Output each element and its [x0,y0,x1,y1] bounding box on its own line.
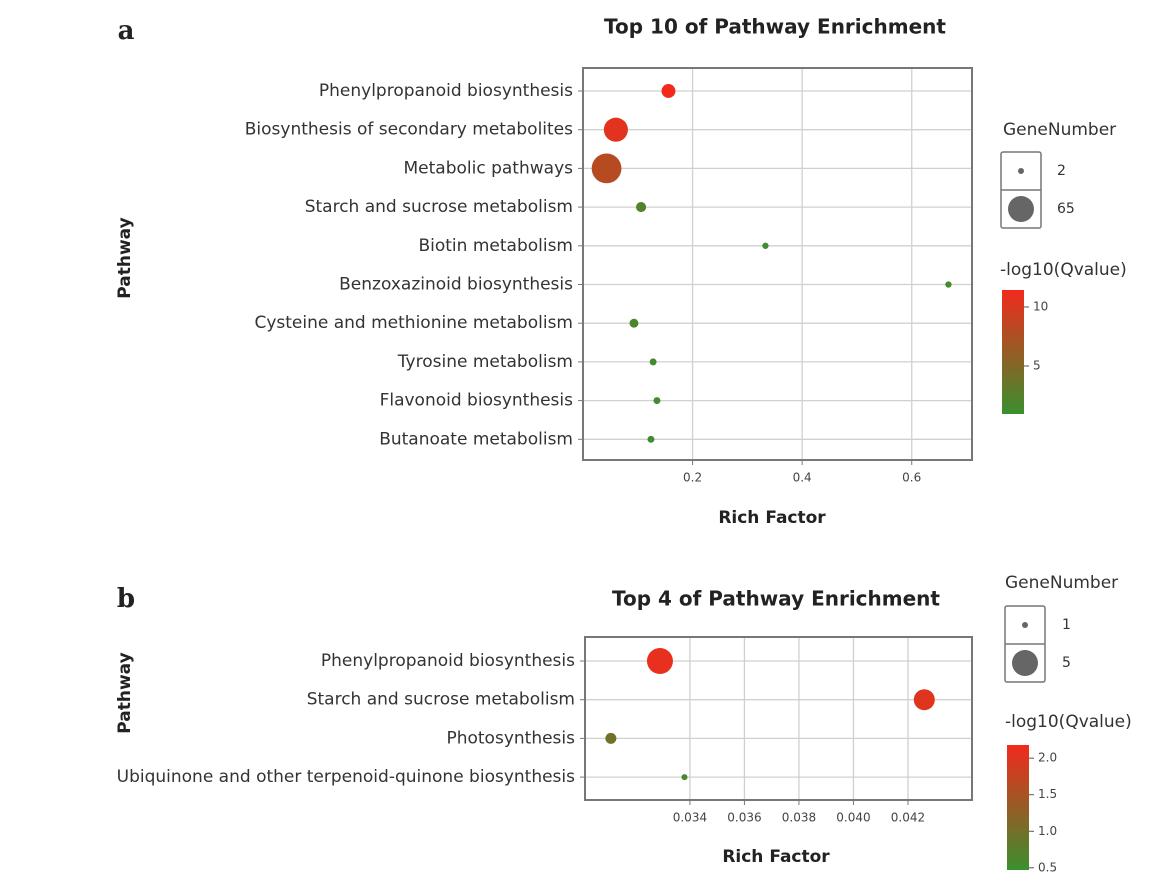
color-tick-label: 0.5 [1038,860,1057,874]
bubble [629,318,639,328]
bubble [653,397,661,405]
category-label: Starch and sucrose metabolism [305,197,573,217]
bubble [945,281,952,288]
bubble [661,84,676,98]
x-tick-label: 0.040 [836,811,870,825]
size-legend-label: 65 [1057,201,1075,217]
size-legend-key [1022,622,1028,628]
color-tick-label: 1.5 [1038,787,1057,801]
x-axis-label: Rich Factor [722,847,830,867]
chart-title: Top 4 of Pathway Enrichment [612,587,940,611]
category-label: Photosynthesis [446,728,575,748]
bubble [681,774,688,781]
category-label: Tyrosine metabolism [397,352,573,372]
color-tick-label: 5 [1033,358,1041,372]
plot-background [583,68,972,460]
category-label: Biotin metabolism [418,236,573,256]
y-axis-label: Pathway [115,652,135,733]
size-legend-key [1008,196,1034,222]
bubble [647,435,655,443]
color-legend-title: -log10(Qvalue) [1005,712,1132,732]
x-tick-label: 0.042 [891,811,925,825]
category-label: Metabolic pathways [404,158,574,178]
panel-label: b [117,584,135,614]
category-label: Flavonoid biosynthesis [380,391,574,411]
category-label: Biosynthesis of secondary metabolites [245,120,573,140]
x-tick-label: 0.6 [902,471,921,485]
category-label: Phenylpropanoid biosynthesis [319,81,573,101]
color-bar [1002,290,1024,414]
category-label: Cysteine and methionine metabolism [254,313,573,333]
color-tick-label: 1.0 [1038,824,1057,838]
color-tick-label: 2.0 [1038,751,1057,765]
color-legend-title: -log10(Qvalue) [1000,260,1127,280]
x-tick-label: 0.034 [673,811,707,825]
size-legend-key [1018,168,1024,174]
category-label: Benzoxazinoid biosynthesis [339,275,573,295]
panel-label: a [118,16,135,46]
category-label: Butanoate metabolism [379,429,573,449]
category-label: Starch and sucrose metabolism [307,690,575,710]
bubble [591,153,622,184]
x-tick-label: 0.2 [683,471,702,485]
bubble [762,242,769,249]
plot-border [582,67,973,461]
size-legend-title: GeneNumber [1003,120,1116,140]
bubble [636,202,647,213]
chart-title: Top 10 of Pathway Enrichment [604,15,946,39]
color-tick-label: 10 [1033,299,1048,313]
bubble [913,689,935,711]
size-legend-label: 2 [1057,163,1066,179]
x-axis-label: Rich Factor [718,508,826,528]
size-legend-label: 1 [1062,617,1071,633]
color-bar [1007,745,1029,870]
x-tick-label: 0.036 [727,811,761,825]
bubble [646,648,673,674]
bubble [649,358,657,366]
bubble [603,117,628,142]
x-tick-label: 0.038 [782,811,816,825]
y-axis-label: Pathway [115,217,135,298]
x-tick-label: 0.4 [793,471,812,485]
category-label: Ubiquinone and other terpenoid-quinone b… [117,767,576,787]
size-legend-title: GeneNumber [1005,573,1118,593]
plot-border [584,636,973,801]
category-label: Phenylpropanoid biosynthesis [321,651,575,671]
size-legend-label: 5 [1062,655,1071,671]
size-legend-key [1012,650,1038,676]
bubble [605,732,617,744]
